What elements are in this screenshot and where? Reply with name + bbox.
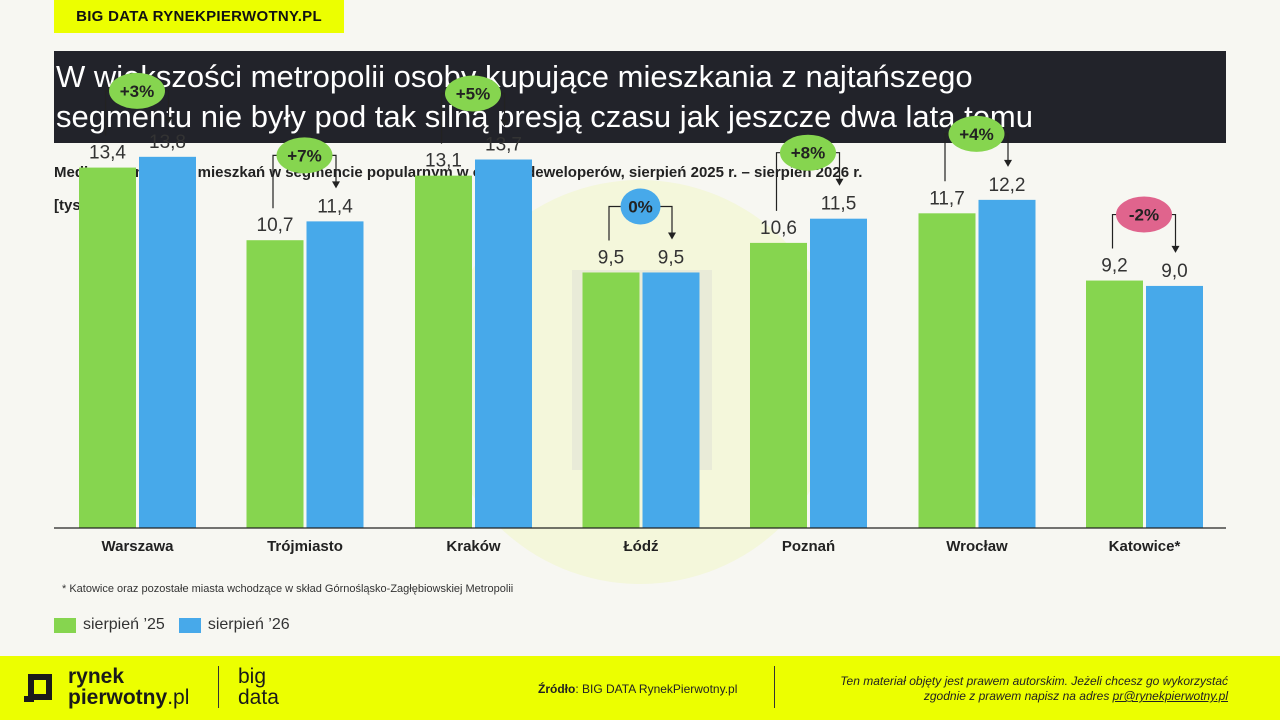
bar-1-0 xyxy=(246,240,304,528)
category-label-1: Trójmiasto xyxy=(267,538,343,555)
change-badge-2 xyxy=(445,75,501,112)
change-arrow-6 xyxy=(1171,245,1180,253)
change-badge-5 xyxy=(948,115,1005,152)
change-arrow-4 xyxy=(835,178,844,186)
logo-line-1: rynek xyxy=(68,665,125,688)
value-label-3-0: 9,5 xyxy=(598,247,624,268)
change-badge-1 xyxy=(276,137,333,174)
source-label: Źródło xyxy=(538,682,576,696)
value-label-5-1: 12,2 xyxy=(989,175,1026,196)
source-text: : BIG DATA RynekPierwotny.pl xyxy=(575,682,738,696)
change-arrow-2 xyxy=(500,119,509,127)
change-arrow-0 xyxy=(164,116,173,124)
bar-6-0 xyxy=(1086,280,1143,528)
legend-swatch-2026 xyxy=(178,617,201,633)
value-label-4-1: 11,5 xyxy=(821,194,857,215)
change-label-6: -2% xyxy=(1129,206,1159,225)
change-label-0: +3% xyxy=(120,82,155,101)
bigdata-logo: big data xyxy=(238,666,279,708)
value-label-1-0: 10,7 xyxy=(257,215,294,236)
bar-6-1 xyxy=(1146,285,1203,528)
category-label-4: Poznań xyxy=(782,538,835,555)
change-label-4: +8% xyxy=(791,144,826,163)
bar-4-1 xyxy=(810,218,867,529)
change-label-2: +5% xyxy=(456,85,491,104)
change-label-1: +7% xyxy=(287,146,322,165)
value-label-6-1: 9,0 xyxy=(1161,261,1187,282)
legend-item-2025: sierpień ’25 xyxy=(54,616,165,634)
copyright-line-2-text: zgodnie z prawem napisz na adres xyxy=(923,689,1113,703)
legend-label-2025: sierpień ’25 xyxy=(83,616,165,633)
brand-tag: BIG DATA RYNEKPIERWOTNY.PL xyxy=(54,0,344,33)
category-label-6: Katowice* xyxy=(1109,538,1181,555)
bar-3-0 xyxy=(582,272,640,528)
category-label-3: Łódź xyxy=(624,538,659,555)
bar-0-1 xyxy=(139,156,196,529)
change-badge-6 xyxy=(1116,196,1172,233)
bar-chart: 13,4 13,8 +3% Warszawa 10,7 11,4 +7% Trójmiasto… xyxy=(54,72,1226,584)
plot-area: 13,4 13,8 +3% Warszawa 10,7 11,4 +7% Trójmiasto… xyxy=(54,72,1226,555)
bar-2-1 xyxy=(475,159,532,528)
footer-divider xyxy=(774,666,775,708)
value-label-3-1: 9,5 xyxy=(658,247,684,268)
change-arrow-1 xyxy=(332,181,340,189)
footer: rynek pierwotny.pl big data Źródło: BIG … xyxy=(0,656,1280,720)
title-line-1: W większości metropolii osoby kupujące m… xyxy=(56,59,973,94)
category-label-2: Kraków xyxy=(446,538,501,555)
value-label-2-1: 13,7 xyxy=(485,135,522,156)
copyright-line-2: zgodnie z prawem napisz na adres pr@ryne… xyxy=(840,689,1228,704)
rynekpierwotny-logo: rynek pierwotny.pl xyxy=(68,666,189,708)
legend: sierpień ’25 sierpień ’26 xyxy=(54,616,290,634)
rynekpierwotny-logo-icon xyxy=(24,674,52,702)
value-label-0-1: 13,8 xyxy=(149,132,186,153)
change-badge-0 xyxy=(109,72,165,109)
change-label-3: 0% xyxy=(628,197,653,216)
bar-0-0 xyxy=(79,167,136,528)
legend-item-2026: sierpień ’26 xyxy=(178,616,290,634)
email-link[interactable]: pr@rynekpierwotny.pl xyxy=(1112,689,1228,703)
copyright-line-1: Ten materiał objęty jest prawem autorski… xyxy=(840,674,1228,688)
bigdata-logo-line-2: data xyxy=(238,686,279,709)
bigdata-logo-line-1: big xyxy=(238,665,267,688)
value-label-1-1: 11,4 xyxy=(317,196,353,217)
bar-5-0 xyxy=(918,213,976,528)
value-label-0-0: 13,4 xyxy=(89,143,126,164)
source-note: Źródło: BIG DATA RynekPierwotny.pl xyxy=(538,682,737,696)
bar-2-0 xyxy=(415,175,472,529)
bar-3-1 xyxy=(642,272,700,528)
change-badge-4 xyxy=(780,134,836,171)
value-label-5-0: 11,7 xyxy=(929,188,965,209)
category-label-0: Warszawa xyxy=(102,538,175,555)
logo-divider xyxy=(218,666,219,708)
category-label-5: Wrocław xyxy=(946,538,1008,555)
bar-5-1 xyxy=(978,199,1036,529)
value-label-2-0: 13,1 xyxy=(425,151,462,172)
value-label-6-0: 9,2 xyxy=(1101,256,1127,277)
bar-1-1 xyxy=(306,221,364,528)
change-badge-3 xyxy=(620,188,661,225)
title-bar: W większości metropolii osoby kupujące m… xyxy=(54,51,1226,143)
change-arrow-3 xyxy=(668,232,676,240)
logo-line-2: pierwotny.pl xyxy=(68,687,189,708)
footnote: * Katowice oraz pozostałe miasta wchodzą… xyxy=(62,583,514,595)
title-line-2: segmentu nie były pod tak silną presją c… xyxy=(56,99,1033,134)
legend-label-2026: sierpień ’26 xyxy=(207,616,290,633)
chart-subtitle: Mediana ceny mkw. mieszkań w segmencie p… xyxy=(54,164,863,181)
change-arrow-5 xyxy=(1004,159,1012,167)
bar-4-0 xyxy=(750,242,807,528)
logo-line-2-suffix: .pl xyxy=(167,686,190,709)
copyright-note: Ten materiał objęty jest prawem autorski… xyxy=(840,674,1228,704)
logo-line-2-main: pierwotny xyxy=(68,686,168,709)
legend-swatch-2025 xyxy=(54,617,76,633)
value-label-4-0: 10,6 xyxy=(760,218,797,239)
watermark-circle xyxy=(438,180,842,584)
change-label-5: +4% xyxy=(959,125,994,144)
